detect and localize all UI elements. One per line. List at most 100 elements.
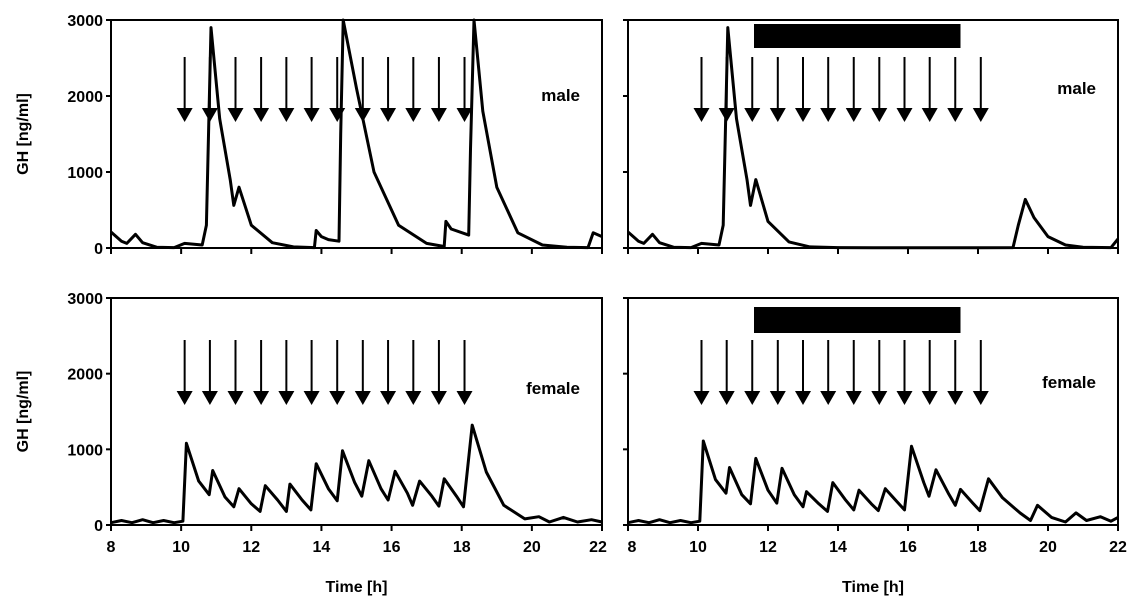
arrow-icon	[253, 340, 270, 405]
x-tick-label: 14	[313, 539, 331, 556]
arrow-head	[871, 108, 888, 122]
gh-series-line	[627, 26, 1120, 250]
gh-series-line	[110, 18, 603, 250]
gh-series-line	[627, 439, 1119, 525]
arrow-head	[947, 391, 964, 405]
y-tick-label: 1000	[67, 165, 103, 182]
arrow-icon	[201, 340, 218, 405]
arrow-head	[871, 391, 888, 405]
arrow-head	[201, 391, 218, 405]
x-tick-label: 22	[589, 539, 607, 556]
x-tick-label: 8	[107, 539, 116, 556]
y-axis-label: GH [ng/ml]	[15, 371, 32, 453]
arrow-icon	[303, 57, 320, 122]
arrow-head	[430, 108, 447, 122]
arrow-icon	[430, 57, 447, 122]
panel-bottom-left: 0 1000 2000 3000 8 10 12 14 16 18 20 22 GH [ng/ml] Ti…	[15, 291, 607, 596]
arrow-head	[744, 108, 761, 122]
arrow-head	[820, 391, 837, 405]
arrow-icon	[744, 57, 761, 122]
y-axis-label: GH [ng/ml]	[15, 93, 32, 175]
arrow-icon	[303, 340, 320, 405]
arrow-head	[176, 391, 193, 405]
x-tick-label: 18	[969, 539, 987, 556]
arrow-icon	[693, 340, 710, 405]
plot-frame	[110, 19, 603, 249]
x-tick-label: 8	[628, 539, 637, 556]
arrow-head	[253, 391, 270, 405]
sex-annotation: female	[1042, 373, 1096, 392]
arrow-icon	[718, 340, 735, 405]
arrow-head	[795, 108, 811, 122]
arrow-icon	[769, 57, 786, 122]
arrow-icon	[176, 340, 193, 405]
x-tick-label: 18	[453, 539, 471, 556]
x-tick-label: 16	[899, 539, 917, 556]
sex-annotation: male	[541, 86, 580, 105]
arrow-head	[303, 108, 320, 122]
x-axis-label: Time [h]	[326, 579, 388, 596]
arrow-head	[456, 391, 473, 405]
arrow-icon	[972, 340, 989, 405]
arrow-icon	[744, 340, 761, 405]
panel-top-right: male	[623, 19, 1120, 254]
arrow-icon	[947, 57, 964, 122]
arrow-icon	[380, 340, 397, 405]
arrow-icon	[227, 57, 244, 122]
arrow-head	[845, 108, 862, 122]
arrow-icon	[380, 57, 397, 122]
arrow-icon	[921, 57, 938, 122]
x-tick-label: 20	[523, 539, 541, 556]
arrow-head	[693, 391, 710, 405]
gh-series-line	[110, 423, 603, 525]
plot-frame	[627, 19, 1119, 249]
panel-bottom-right: 8 10 12 14 16 18 20 22 Time [h] female	[623, 297, 1127, 596]
arrow-icon	[820, 340, 837, 405]
y-tick-label: 3000	[67, 291, 103, 308]
plot-frame	[110, 297, 603, 526]
arrow-icon	[456, 340, 473, 405]
arrow-head	[354, 391, 371, 405]
arrow-head	[176, 108, 193, 122]
y-tick-label: 3000	[67, 13, 103, 30]
arrow-icon	[693, 57, 710, 122]
arrow-head	[380, 108, 397, 122]
y-tick-label: 1000	[67, 442, 103, 459]
x-tick-label: 10	[689, 539, 707, 556]
arrow-icon	[176, 57, 193, 122]
arrow-icon	[947, 340, 964, 405]
arrow-icon	[329, 340, 346, 405]
infusion-bar	[754, 24, 961, 48]
arrow-icon	[430, 340, 447, 405]
arrow-head	[972, 108, 989, 122]
arrow-head	[769, 391, 786, 405]
y-tick-label: 2000	[67, 367, 103, 384]
arrow-head	[921, 108, 938, 122]
y-tick-label: 2000	[67, 89, 103, 106]
x-tick-label: 22	[1109, 539, 1127, 556]
arrow-head	[329, 108, 346, 122]
arrow-icon	[278, 57, 295, 122]
arrow-head	[718, 391, 735, 405]
x-tick-label: 12	[242, 539, 260, 556]
sex-annotation: male	[1057, 79, 1096, 98]
arrow-icon	[769, 340, 786, 405]
arrow-icon	[921, 340, 938, 405]
arrow-icon	[820, 57, 837, 122]
arrow-head	[227, 391, 244, 405]
arrow-head	[845, 391, 862, 405]
arrow-head	[329, 391, 346, 405]
arrow-icon	[871, 57, 888, 122]
arrow-head	[795, 391, 811, 405]
arrow-head	[921, 391, 938, 405]
arrow-head	[253, 108, 270, 122]
panel-top-left: 0 1000 2000 3000 GH [ng/ml] male	[15, 13, 603, 258]
arrow-head	[278, 108, 295, 122]
arrow-head	[405, 391, 422, 405]
y-tick-label: 0	[94, 241, 103, 258]
arrow-head	[896, 391, 913, 405]
arrow-head	[278, 391, 295, 405]
infusion-bar	[754, 307, 961, 333]
arrow-icon	[795, 340, 811, 405]
